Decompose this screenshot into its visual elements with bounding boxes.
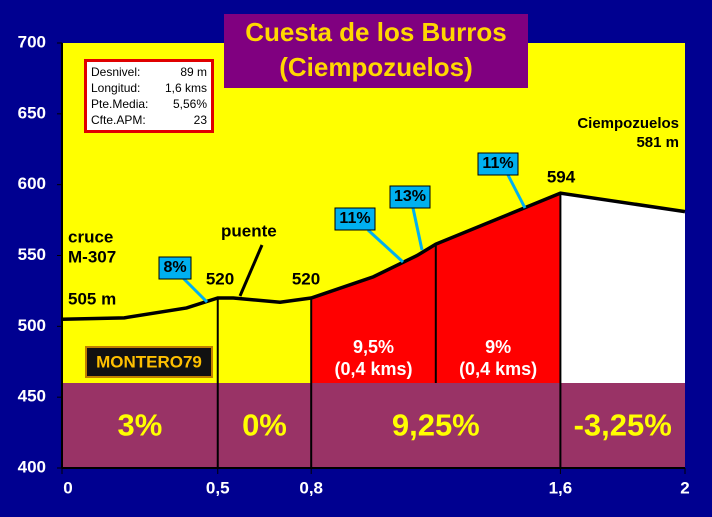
segment-grade: 3%	[117, 408, 162, 443]
section-length: (0,4 kms)	[334, 359, 412, 379]
chart-title: (Ciempozuelos)	[279, 52, 473, 82]
title-box	[224, 14, 528, 88]
label: 505 m	[68, 289, 116, 308]
segment-grade: -3,25%	[574, 408, 672, 443]
y-tick-label: 500	[18, 316, 46, 335]
label: 520	[206, 269, 234, 288]
pointer	[181, 276, 209, 304]
segment	[560, 193, 685, 383]
segment	[217, 298, 312, 383]
info-key: Pte.Media:	[91, 97, 149, 111]
info-value: 23	[193, 113, 207, 127]
profile-line	[61, 191, 686, 321]
y-tick-label: 400	[18, 457, 46, 476]
label: puente	[221, 221, 277, 240]
info-key: Desnivel:	[91, 65, 141, 79]
callout-box	[158, 256, 192, 280]
x-tick-label: 0,8	[299, 478, 323, 497]
y-tick-label: 450	[18, 387, 46, 406]
pointer	[366, 228, 405, 264]
info-value: 1,6 kms	[164, 81, 207, 95]
segment-grade: 9,25%	[392, 408, 480, 443]
y-tick-label: 650	[18, 103, 46, 122]
info-row: Cfte.APM: 23	[91, 112, 207, 128]
marks: 3% 0% 9,25% -3,25%9,5%(0,4 kms)9%(0,4 kms)4…	[18, 32, 690, 497]
section-grade: 9%	[485, 337, 511, 357]
pointer	[506, 174, 527, 209]
info-value: 5,56%	[172, 97, 207, 111]
callout-box	[477, 152, 519, 176]
y-tick-label: 600	[18, 174, 46, 193]
callout: 11%	[339, 210, 370, 227]
pointer	[411, 207, 424, 251]
section-length: (0,4 kms)	[459, 359, 537, 379]
grade-band	[62, 383, 685, 468]
callout: 11%	[482, 155, 513, 172]
callout-box	[334, 207, 376, 231]
info-row: Desnivel: 89 m	[91, 64, 207, 80]
chart-title: Cuesta de los Burros	[245, 17, 507, 47]
label: M-307	[68, 247, 116, 266]
pointer	[238, 244, 264, 297]
section-grade: 9,5%	[353, 337, 394, 357]
info-value: 89 m	[180, 65, 207, 79]
author: MONTERO79	[96, 352, 202, 371]
label: 520	[292, 269, 320, 288]
info-key: Longitud:	[91, 81, 141, 95]
info-key: Cfte.APM:	[91, 113, 146, 127]
x-tick-label: 0	[63, 478, 72, 497]
x-tick-label: 0,5	[206, 478, 230, 497]
info-row: Longitud: 1,6 kms	[91, 80, 207, 96]
callout: 8%	[163, 259, 186, 276]
info-box: Desnivel: 89 m Longitud: 1,6 kms Pte.Media: 5…	[84, 59, 214, 133]
x-tick-label: 2	[680, 478, 689, 497]
info-row: Pte.Media: 5,56%	[91, 96, 207, 112]
callouts: 8% 11% 13% 11%	[158, 152, 527, 304]
y-tick-label: 550	[18, 245, 46, 264]
label: 594	[547, 167, 576, 186]
label: cruce	[68, 227, 113, 246]
segment-grade: 0%	[242, 408, 287, 443]
callout-box	[389, 185, 431, 209]
y-tick-label: 700	[18, 32, 46, 51]
label: 581 m	[636, 134, 679, 151]
callout: 13%	[394, 188, 426, 205]
label: Ciempozuelos	[577, 115, 679, 132]
x-tick-label: 1,6	[549, 478, 573, 497]
author-box	[85, 346, 213, 378]
